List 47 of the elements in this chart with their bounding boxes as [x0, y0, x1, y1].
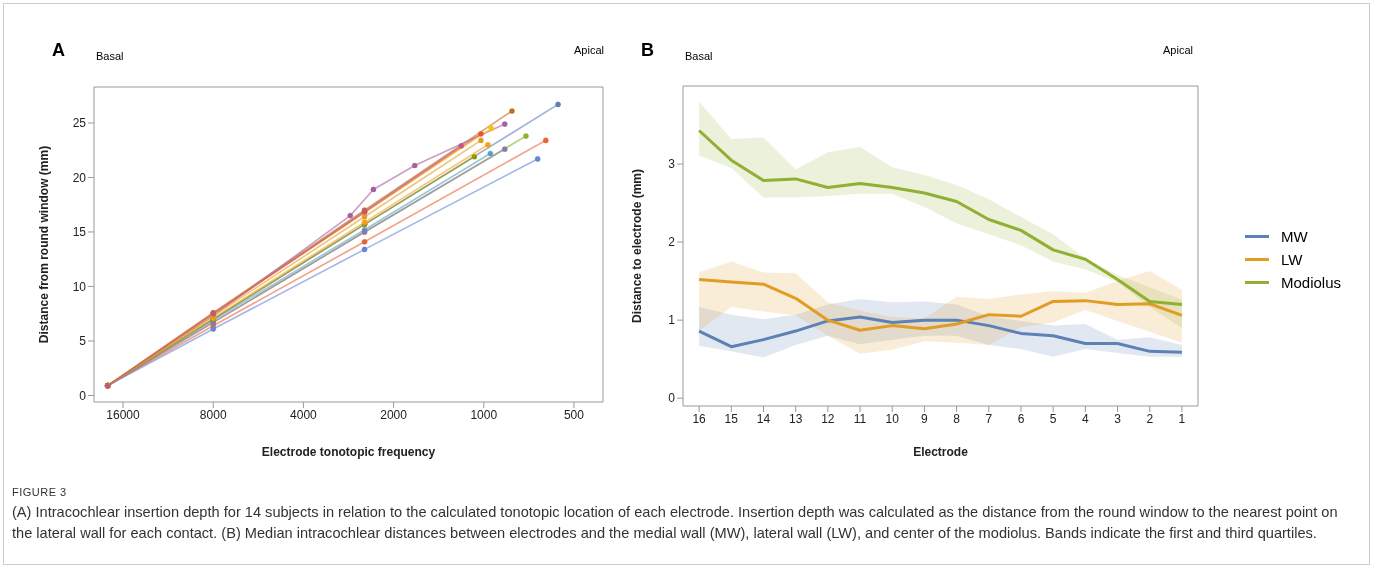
y-tick-label: 25	[72, 116, 87, 131]
legend-label: MW	[1281, 228, 1308, 245]
x-tick-label: 14	[756, 411, 771, 426]
x-tick-label: 11	[853, 411, 867, 426]
y-tick-label: 2	[668, 235, 676, 250]
x-tick-label: 8000	[199, 407, 227, 422]
text: Basal	[685, 50, 713, 62]
text: B	[641, 40, 654, 61]
text: Basal	[96, 50, 124, 62]
text: Apical	[574, 44, 604, 56]
y-tick-label: 0	[668, 391, 676, 406]
x-tick-label: 6	[1017, 411, 1025, 426]
x-tick-label: 4000	[290, 407, 318, 422]
x-tick-label: 4	[1082, 411, 1089, 426]
y-axis-title: Distance from round window (mm)	[37, 145, 52, 344]
x-tick-label: 1	[1178, 411, 1186, 426]
x-tick-label: 2	[1146, 411, 1154, 426]
y-tick-label: 0	[79, 388, 87, 403]
y-tick-label: 5	[79, 334, 87, 349]
y-tick-label: 10	[72, 279, 87, 294]
x-tick-label: 9	[921, 411, 929, 426]
y-tick-label: 20	[72, 170, 87, 185]
x-tick-label: 15	[724, 411, 739, 426]
x-axis-title: Electrode tonotopic frequency	[261, 445, 436, 459]
y-axis-title: Distance to electrode (mm)	[630, 168, 645, 324]
x-tick-label: 12	[821, 411, 835, 426]
x-tick-label: 16	[692, 411, 707, 426]
x-tick-label: 8	[953, 411, 961, 426]
x-tick-label: 1000	[470, 407, 498, 422]
caption: FIGURE 3	[12, 486, 68, 498]
text: (A) Intracochlear insertion depth for 14 subjects in relation to the calculated tonotopic location of each electrode. Insertion depth was calculated as the distance from the round window to the nearest point on the lateral wall for each contact. (B) Median intracochlear distances between electrodes and the medial wall (MW), lateral wall (LW), and center of the modiolus. Bands indicate the first and third quartiles.	[12, 503, 1339, 543]
y-tick-label: 1	[668, 313, 676, 328]
x-tick-label: 10	[885, 411, 900, 426]
text: Apical	[1163, 44, 1193, 56]
x-tick-label: 3	[1114, 411, 1122, 426]
legend-label: Modiolus	[1281, 274, 1342, 291]
text: A	[52, 40, 65, 61]
x-tick-label: 16000	[106, 407, 141, 422]
legend-label: LW	[1281, 251, 1303, 268]
x-axis-title: Electrode	[913, 445, 969, 459]
x-tick-label: 13	[788, 411, 803, 426]
x-tick-label: 500	[563, 407, 585, 422]
x-tick-label: 7	[985, 411, 993, 426]
x-tick-label: 2000	[380, 407, 408, 422]
y-tick-label: 15	[72, 225, 87, 240]
x-tick-label: 5	[1049, 411, 1057, 426]
y-tick-label: 3	[668, 157, 676, 172]
